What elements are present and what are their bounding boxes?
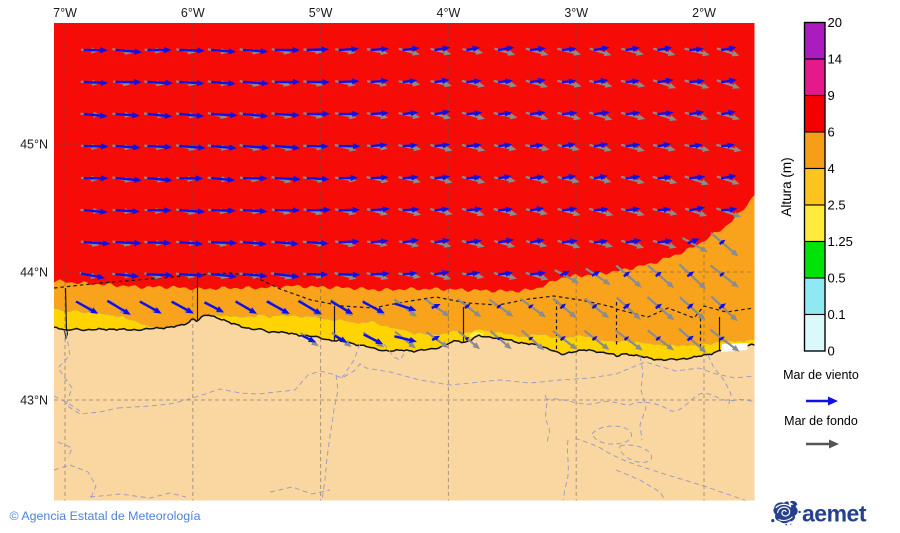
svg-text:aemet: aemet bbox=[802, 501, 867, 527]
svg-text:7°W: 7°W bbox=[53, 6, 77, 20]
svg-text:Mar de fondo: Mar de fondo bbox=[784, 414, 858, 428]
svg-text:0.5: 0.5 bbox=[828, 271, 846, 286]
svg-text:4: 4 bbox=[828, 161, 835, 176]
svg-text:1.25: 1.25 bbox=[828, 234, 853, 249]
svg-text:20: 20 bbox=[828, 15, 842, 30]
svg-text:© Agencia Estatal de Meteorolo: © Agencia Estatal de Meteorología bbox=[10, 509, 201, 523]
svg-text:0.1: 0.1 bbox=[828, 307, 846, 322]
svg-text:Altura (m): Altura (m) bbox=[779, 157, 794, 216]
svg-text:14: 14 bbox=[828, 52, 842, 67]
svg-text:45°N: 45°N bbox=[20, 138, 48, 152]
svg-text:43°N: 43°N bbox=[20, 394, 48, 408]
svg-text:6: 6 bbox=[828, 125, 835, 140]
svg-text:9: 9 bbox=[828, 88, 835, 103]
svg-text:Mar de viento: Mar de viento bbox=[783, 368, 859, 382]
svg-text:2.5: 2.5 bbox=[828, 198, 846, 213]
svg-text:6°W: 6°W bbox=[181, 6, 205, 20]
svg-text:5°W: 5°W bbox=[309, 6, 333, 20]
svg-text:44°N: 44°N bbox=[20, 266, 48, 280]
svg-text:4°W: 4°W bbox=[437, 6, 461, 20]
svg-text:3°W: 3°W bbox=[564, 6, 588, 20]
svg-text:0: 0 bbox=[828, 344, 835, 359]
svg-text:2°W: 2°W bbox=[692, 6, 716, 20]
